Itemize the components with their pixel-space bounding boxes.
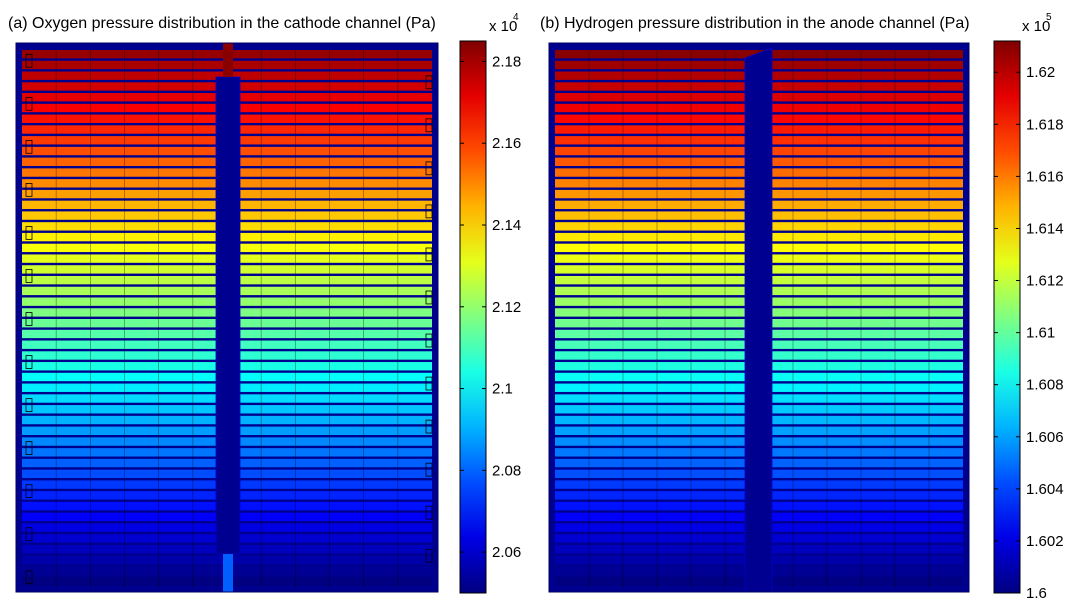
colorbar-b: 1.62 1.618 1.616 1.614 1.612 1.61 1.608 1.606 1.…: [993, 12, 1064, 600]
panel-a-inlet-port: [223, 43, 233, 77]
panel-a-serpentine-bend: [425, 118, 433, 133]
panel-a-serpentine-bend: [25, 355, 33, 369]
panel-a: (a) Oxygen pressure distribution in the …: [8, 15, 439, 593]
panel-b-border: [548, 42, 970, 593]
colorbar-a-frame: [459, 40, 487, 594]
panel-a-serpentine-bend: [25, 183, 33, 197]
panel-a-outlet-port: [223, 554, 233, 592]
panel-a-serpentine-bend: [425, 376, 433, 391]
colorbar-b-tick-label: 1.616: [1026, 168, 1064, 185]
panel-a-serpentine-bend: [425, 462, 433, 477]
panel-a-serpentine-bend: [425, 290, 433, 305]
colorbar-a-multiplier: x 10: [489, 18, 517, 35]
panel-a-serpentine-bend: [25, 398, 33, 412]
colorbar-b-tick-label: 1.612: [1026, 273, 1064, 290]
colorbar-b-gradient: [994, 41, 1020, 593]
panel-a-serpentine-bend: [425, 548, 433, 563]
panel-a-serpentine-bend: [425, 505, 433, 520]
panel-a-serpentine-bends: [25, 53, 433, 585]
colorbar-b-tick-label: 1.618: [1026, 116, 1064, 133]
panel-a-border: [15, 42, 439, 593]
panel-a-serpentine-bend: [425, 75, 433, 90]
colorbar-b-tick-label: 1.61: [1026, 325, 1055, 342]
colorbar-b-multiplier: x 10: [1022, 18, 1050, 35]
colorbar-b-tick-label: 1.62: [1026, 64, 1055, 81]
colorbar-b-frame: [993, 40, 1021, 594]
panel-a-title: (a) Oxygen pressure distribution in the …: [8, 15, 436, 32]
panel-a-central-manifold: [215, 76, 241, 555]
colorbar-a-tick-label: 2.14: [492, 217, 521, 234]
colorbar-b-tick-label: 1.614: [1026, 220, 1064, 237]
panel-b-central-manifold: [744, 47, 773, 593]
panel-a-serpentine-bend: [425, 247, 433, 262]
colorbar-a-gradient: [460, 41, 486, 593]
panel-a-serpentine-bend: [425, 419, 433, 434]
colorbar-b-tick-label: 1.604: [1026, 481, 1064, 498]
panel-a-serpentine-bend: [25, 53, 33, 68]
colorbar-b-tick-label: 1.608: [1026, 377, 1064, 394]
colorbar-b-tick-label: 1.602: [1026, 533, 1064, 550]
panel-a-serpentine-bend: [25, 269, 33, 283]
panel-a-serpentine-bend: [25, 441, 33, 455]
colorbar-a-ticks: 2.18 2.16 2.14 2.12 2.1 2.08 2.06: [460, 53, 521, 561]
colorbar-a-tick-label: 2.08: [492, 462, 521, 479]
colorbar-a-tick-label: 2.1: [492, 381, 513, 398]
colorbar-a-tick-label: 2.16: [492, 135, 521, 152]
panel-a-serpentine-bend: [425, 204, 433, 219]
panel-a-serpentine-bend: [425, 333, 433, 348]
panel-a-serpentine-bend: [25, 226, 33, 240]
panel-a-serpentine-bend: [25, 570, 33, 585]
panel-a-serpentine-bend: [25, 139, 33, 154]
panel-a-gridlines: [55, 50, 399, 588]
panel-a-serpentine-bend: [25, 312, 33, 326]
colorbar-a-tick-label: 2.06: [492, 544, 521, 561]
colorbar-a-exponent: 4: [513, 12, 519, 23]
colorbar-b-tick-label: 1.606: [1026, 429, 1064, 446]
panel-a-serpentine-bend: [25, 484, 33, 499]
panel-b: (b) Hydrogen pressure distribution in th…: [540, 15, 970, 593]
colorbar-b-ticks: 1.62 1.618 1.616 1.614 1.612 1.61 1.608 1.606 1.…: [994, 64, 1064, 600]
colorbar-a-tick-label: 2.18: [492, 53, 521, 70]
colorbar-b-tick-label: 1.6: [1026, 585, 1047, 600]
colorbar-b-exponent: 5: [1046, 12, 1052, 23]
colorbar-a: 2.18 2.16 2.14 2.12 2.1 2.08 2.06 x 10 4: [459, 12, 521, 594]
panel-a-serpentine-bend: [25, 96, 33, 111]
panel-a-serpentine-bend: [25, 527, 33, 542]
panel-a-serpentine-bend: [425, 161, 433, 176]
panel-b-title: (b) Hydrogen pressure distribution in th…: [540, 15, 970, 32]
colorbar-a-tick-label: 2.12: [492, 299, 521, 316]
